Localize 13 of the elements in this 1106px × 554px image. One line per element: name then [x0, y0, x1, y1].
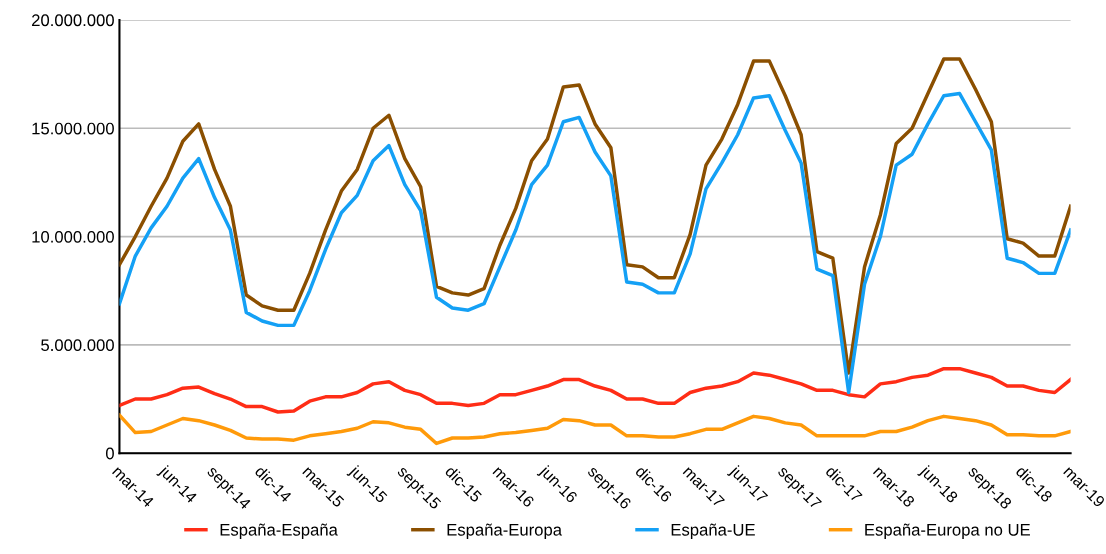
line-series [119, 366, 1071, 414]
legend-label: España-UE [671, 523, 755, 539]
y-tick-label: 0 [105, 447, 114, 460]
legend-label: España-Europa [447, 523, 563, 539]
line-series [119, 57, 1071, 375]
y-tick-label: 15.000.000 [32, 122, 114, 135]
line-series [119, 91, 1071, 395]
legend-label: España-España [220, 523, 338, 539]
line-series [119, 413, 1071, 446]
y-tick-label: 5.000.000 [41, 339, 114, 352]
legend-label: España-Europa no UE [865, 523, 1030, 539]
y-tick-label: 20.000.000 [32, 14, 114, 27]
y-tick-label: 10.000.000 [32, 230, 114, 243]
